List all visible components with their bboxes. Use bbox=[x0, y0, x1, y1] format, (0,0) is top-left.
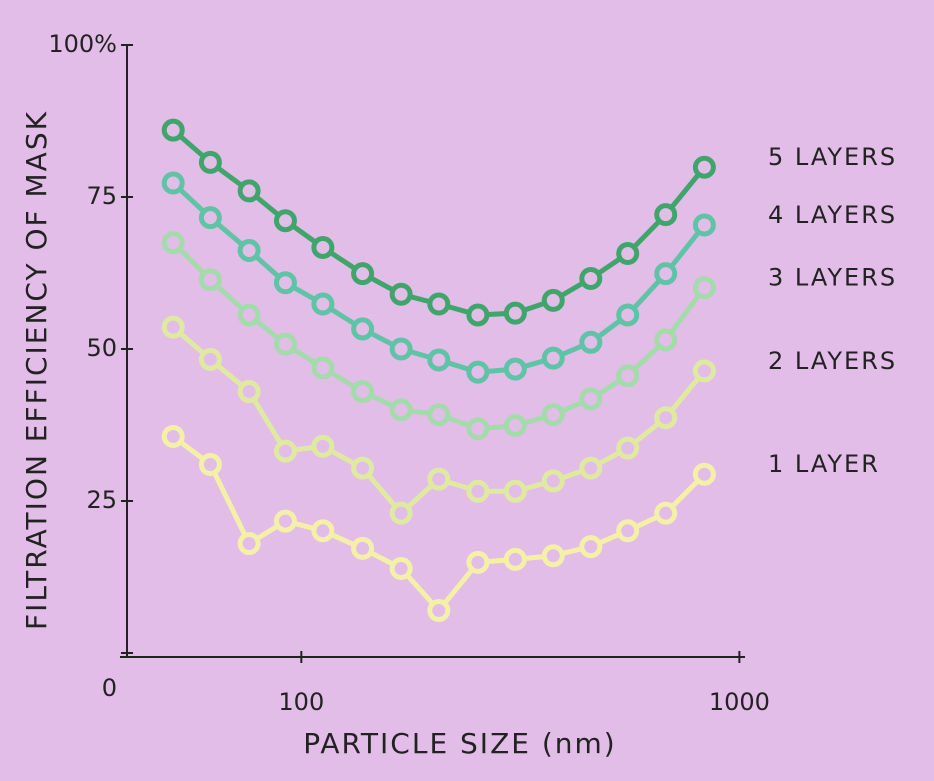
series-line bbox=[171, 128, 707, 318]
legend-label: 1 LAYER bbox=[768, 450, 880, 478]
point bbox=[541, 288, 565, 312]
point bbox=[427, 598, 451, 622]
point bbox=[161, 231, 185, 255]
point bbox=[579, 266, 603, 290]
point bbox=[273, 332, 297, 356]
point bbox=[616, 364, 640, 388]
y-tick-label: 0 bbox=[102, 674, 117, 702]
y-tick-label: 25 bbox=[86, 486, 117, 514]
point bbox=[466, 550, 490, 574]
point bbox=[161, 118, 185, 142]
point bbox=[161, 171, 185, 195]
point bbox=[198, 206, 222, 230]
point bbox=[466, 360, 490, 384]
legend-label: 2 LAYERS bbox=[768, 347, 897, 375]
point bbox=[692, 155, 716, 179]
legend-label: 5 LAYERS bbox=[768, 143, 897, 171]
point bbox=[427, 292, 451, 316]
point bbox=[311, 235, 335, 259]
point bbox=[616, 242, 640, 266]
x-tick-label: 100 bbox=[278, 688, 324, 716]
point bbox=[427, 403, 451, 427]
point bbox=[273, 209, 297, 233]
point bbox=[654, 328, 678, 352]
point bbox=[541, 469, 565, 493]
point bbox=[466, 417, 490, 441]
point bbox=[541, 403, 565, 427]
point bbox=[237, 303, 261, 327]
point bbox=[311, 292, 335, 316]
x-axis-title: PARTICLE SIZE (nm) bbox=[303, 727, 616, 760]
point bbox=[503, 301, 527, 325]
point bbox=[351, 317, 375, 341]
point bbox=[541, 544, 565, 568]
point bbox=[237, 532, 261, 556]
point bbox=[237, 179, 261, 203]
point bbox=[692, 359, 716, 383]
point bbox=[466, 479, 490, 503]
point bbox=[198, 453, 222, 477]
point bbox=[161, 315, 185, 339]
y-axis-title: FILTRATION EFFICIENCY OF MASK bbox=[20, 110, 53, 630]
legend-label: 4 LAYERS bbox=[768, 201, 897, 229]
point bbox=[351, 262, 375, 286]
point bbox=[654, 501, 678, 525]
point bbox=[351, 380, 375, 404]
point bbox=[579, 387, 603, 411]
point bbox=[198, 150, 222, 174]
point bbox=[579, 456, 603, 480]
point bbox=[389, 337, 413, 361]
point bbox=[654, 262, 678, 286]
point bbox=[273, 271, 297, 295]
x-tick-label: 1000 bbox=[709, 688, 770, 716]
point bbox=[503, 357, 527, 381]
point bbox=[466, 303, 490, 327]
point bbox=[692, 213, 716, 237]
legend-label: 3 LAYERS bbox=[768, 264, 897, 292]
point bbox=[311, 434, 335, 458]
point bbox=[273, 509, 297, 533]
point bbox=[654, 203, 678, 227]
point bbox=[503, 414, 527, 438]
point bbox=[351, 536, 375, 560]
point bbox=[389, 398, 413, 422]
point bbox=[237, 239, 261, 263]
y-tick-label: 50 bbox=[86, 334, 117, 362]
point bbox=[161, 425, 185, 449]
point bbox=[427, 467, 451, 491]
point bbox=[311, 519, 335, 543]
point bbox=[616, 303, 640, 327]
point bbox=[616, 436, 640, 460]
point bbox=[351, 456, 375, 480]
point bbox=[389, 501, 413, 525]
point bbox=[427, 348, 451, 372]
point bbox=[692, 462, 716, 486]
point bbox=[503, 479, 527, 503]
point bbox=[198, 268, 222, 292]
point bbox=[311, 356, 335, 380]
series-line bbox=[171, 181, 707, 375]
point bbox=[503, 547, 527, 571]
point bbox=[273, 439, 297, 463]
point bbox=[198, 347, 222, 371]
point bbox=[389, 282, 413, 306]
y-tick-label: 100% bbox=[48, 30, 117, 58]
point bbox=[541, 346, 565, 370]
point bbox=[654, 406, 678, 430]
point bbox=[237, 380, 261, 404]
point bbox=[579, 535, 603, 559]
point bbox=[692, 276, 716, 300]
point bbox=[389, 556, 413, 580]
y-tick-label: 75 bbox=[86, 182, 117, 210]
point bbox=[579, 330, 603, 354]
point bbox=[616, 519, 640, 543]
